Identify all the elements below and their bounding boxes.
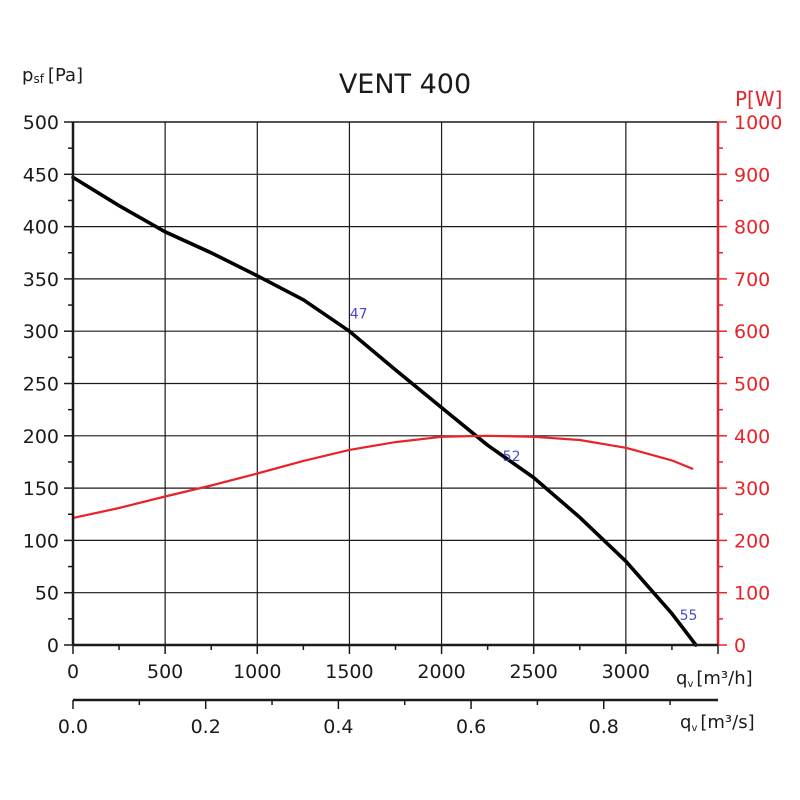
x-secondary-tick-label: 0.0	[58, 716, 88, 738]
y-left-tick-label: 400	[23, 217, 59, 239]
y-right-axis-label: P[W]	[735, 87, 782, 111]
x-primary-label-sub: v	[687, 679, 693, 690]
y-left-label-main: p	[22, 65, 33, 86]
y-left-tick-label: 200	[23, 426, 59, 448]
x-secondary-label-sub: v	[691, 723, 697, 734]
efficiency-label: 55	[680, 608, 698, 624]
x-secondary-tick-label: 0.4	[323, 716, 353, 738]
y-right-tick-label: 300	[734, 478, 770, 500]
x-primary-label-main: q	[676, 668, 687, 689]
pressure-curve-line	[71, 175, 698, 647]
x-primary-tick-label: 1000	[233, 661, 281, 683]
y-left-label-unit: [Pa]	[48, 65, 83, 86]
y-right-tick-label: 700	[734, 269, 770, 291]
y-right-ticks: 0 100 200 300 400 500 600 700 800 900 1000	[718, 112, 782, 657]
series-lines	[71, 175, 698, 647]
x-secondary-label-main: q	[680, 712, 691, 733]
y-left-axis-label: psf [Pa]	[22, 65, 83, 86]
y-left-tick-label: 350	[23, 269, 59, 291]
x-primary-tick-label: 3000	[602, 661, 650, 683]
y-left-tick-label: 250	[23, 374, 59, 396]
y-left-tick-label: 100	[23, 530, 59, 552]
x-primary-tick-label: 2000	[417, 661, 465, 683]
x-secondary-tick-label: 0.8	[589, 716, 619, 738]
x-primary-tick-label: 1500	[325, 661, 373, 683]
x-primary-tick-label: 0	[67, 661, 79, 683]
efficiency-label: 52	[503, 449, 521, 465]
x-secondary-axis-label: qv [m³/s]	[680, 712, 755, 734]
y-right-tick-label: 200	[734, 530, 770, 552]
y-right-tick-label: 100	[734, 583, 770, 605]
y-right-tick-label: 400	[734, 426, 770, 448]
efficiency-annotations: 47 52 55	[350, 307, 698, 624]
y-right-tick-label: 600	[734, 321, 770, 343]
x-primary-axis-label: qv [m³/h]	[676, 668, 753, 690]
x-primary-label-unit: [m³/h]	[696, 668, 752, 689]
x-primary-tick-label: 2500	[510, 661, 558, 683]
y-right-tick-label: 0	[734, 635, 746, 657]
y-left-ticks: 0 50 100 150 200 250 300 350 400 450 500	[23, 112, 73, 657]
x-secondary-axis: 0.0 0.2 0.4 0.6 0.8	[58, 698, 718, 738]
y-right-tick-label: 500	[734, 374, 770, 396]
y-left-tick-label: 150	[23, 478, 59, 500]
x-secondary-tick-label: 0.6	[456, 716, 486, 738]
x-secondary-tick-label: 0.2	[191, 716, 221, 738]
y-left-tick-label: 300	[23, 321, 59, 343]
y-left-tick-label: 500	[23, 112, 59, 134]
y-right-tick-label: 1000	[734, 112, 782, 134]
y-right-tick-label: 800	[734, 217, 770, 239]
grid	[73, 122, 718, 645]
efficiency-label: 47	[350, 307, 368, 323]
x-primary-tick-label: 500	[147, 661, 183, 683]
chart-title: VENT 400	[339, 69, 471, 100]
x-primary-ticks: 0 500 1000 1500 2000 2500 3000	[67, 645, 719, 683]
x-secondary-label-unit: [m³/s]	[700, 712, 754, 733]
y-left-tick-label: 450	[23, 164, 59, 186]
y-left-tick-label: 0	[47, 635, 59, 657]
power-curve-line	[71, 434, 694, 520]
y-right-tick-label: 900	[734, 164, 770, 186]
y-left-label-sub: sf	[33, 72, 44, 86]
y-left-tick-label: 50	[35, 583, 59, 605]
